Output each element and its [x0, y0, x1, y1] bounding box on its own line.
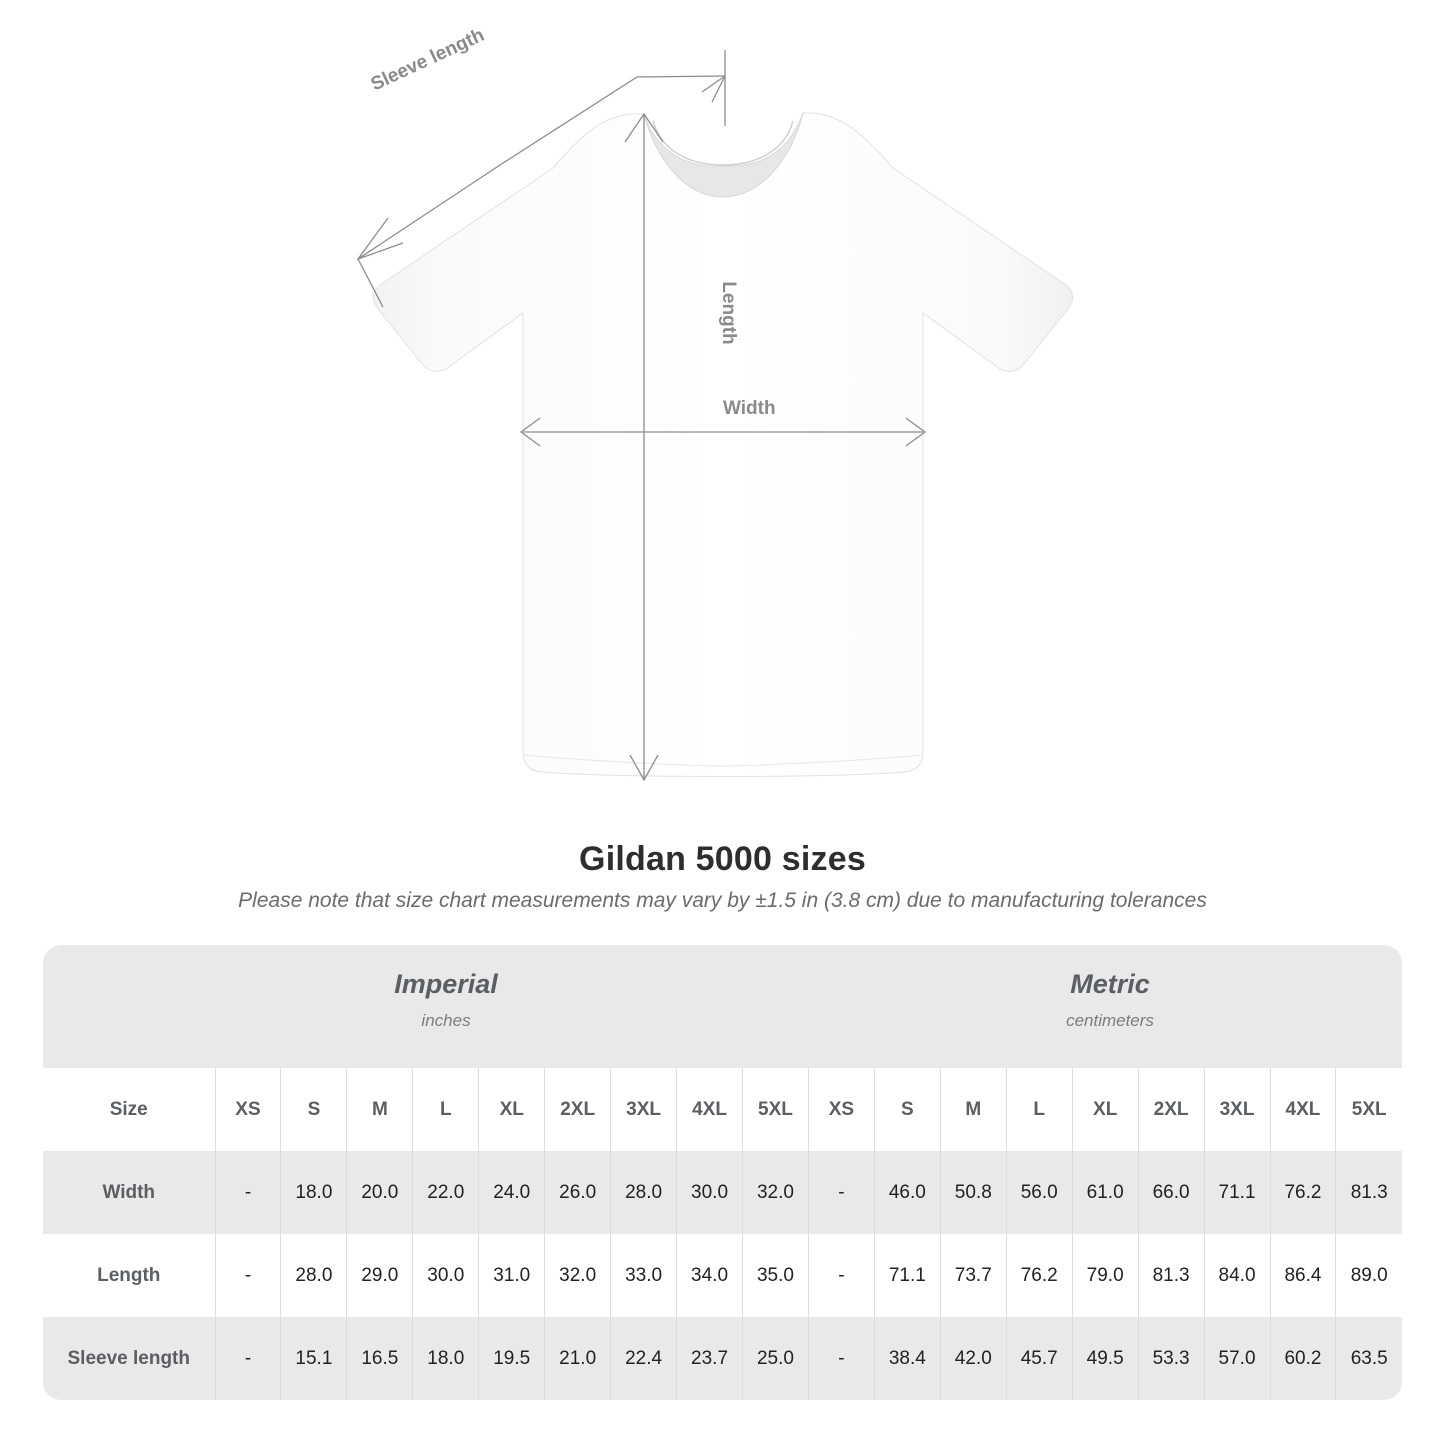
svg-text:Width: Width — [723, 398, 776, 419]
svg-text:Length: Length — [718, 281, 739, 344]
svg-text:Sleeve length: Sleeve length — [368, 25, 488, 96]
